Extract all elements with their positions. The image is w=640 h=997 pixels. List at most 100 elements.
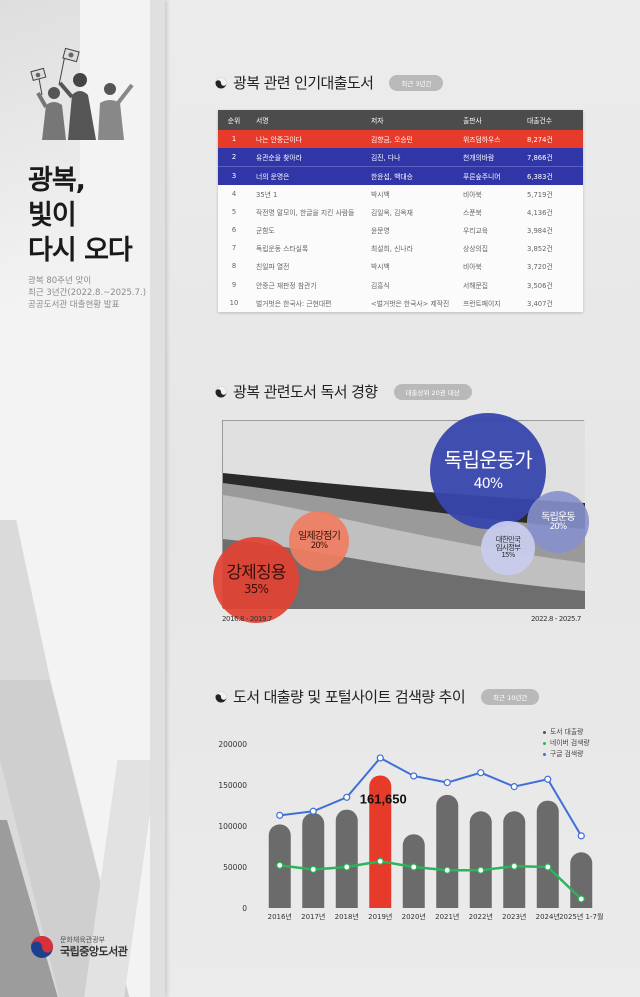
celebration-illustration: [30, 47, 134, 140]
data-point: [309, 807, 317, 815]
cell-rank: 1: [218, 130, 250, 149]
cell-rank: 8: [231, 262, 237, 271]
data-point: [577, 832, 585, 840]
cell-loans: 3,407건: [527, 299, 553, 308]
bubble-japanese-occupation: 일제강점기 20%: [289, 511, 349, 571]
table-row: 3 너의 운명은 한윤섭, 백대승 푸른숲주니어 6,383건: [218, 165, 583, 185]
cell-author: 김흥식: [371, 281, 390, 290]
data-point: [544, 775, 552, 783]
data-point: [510, 783, 518, 791]
cell-title: 작전명 말모이, 한글을 지킨 사람들: [256, 208, 355, 217]
cell-loans: 3,852건: [527, 245, 553, 254]
y-tick-label: 50000: [223, 863, 247, 872]
cell-author: 최설희, 신나라: [371, 245, 413, 254]
table-row: 2 유관순을 찾아라 김진, 다나 천개의바람 7,866건: [218, 148, 583, 167]
data-point: [477, 866, 485, 874]
cell-publisher: 천개의바람: [457, 148, 521, 167]
col-loans: 대출건수: [521, 110, 583, 130]
legend-item-google: 구글 검색량: [543, 749, 590, 760]
cell-loans: 6,383건: [521, 165, 583, 185]
data-point: [276, 811, 284, 819]
subtitle-line: 광복 80주년 맞이: [28, 276, 92, 286]
data-point: [410, 863, 418, 871]
y-tick-label: 100000: [218, 822, 247, 831]
ministry-name: 문화체육관광부: [60, 936, 106, 944]
data-point: [544, 863, 552, 871]
taegeuk-bullet-icon: [215, 386, 227, 397]
section-header-popular-books: 광복 관련 인기대출도서 최근 3년간: [215, 72, 444, 93]
cell-title: 친일파 열전: [256, 263, 290, 272]
title-line: 빛이: [28, 200, 77, 231]
x-tick-label: 2021년: [435, 912, 459, 921]
data-point: [376, 754, 384, 762]
bar-loans: [469, 811, 492, 908]
highlight-value-label: 161,650: [360, 791, 407, 806]
bar-loans: [536, 800, 559, 908]
cell-publisher: 프런트페이지: [463, 299, 501, 308]
data-point: [443, 778, 451, 787]
cell-publisher: 서해문집: [463, 281, 489, 290]
x-tick-label: 2016년: [268, 912, 292, 921]
cell-title: 35년 1: [256, 190, 278, 199]
x-tick-label: 2018년: [335, 912, 359, 921]
data-point: [343, 793, 351, 801]
data-point: [309, 865, 317, 874]
section-badge: 최근 3년간: [389, 74, 444, 91]
section-title: 광복 관련도서 독서 경향: [233, 383, 378, 401]
reading-trend-chart: 강제징용 35% 일제강점기 20% 독립운동가 40% 독립운동 20% 대한…: [213, 413, 589, 623]
table-row: 10 벌거벗은 한국사: 근현대편 <벌거벗은 한국사> 제작진 프런트페이지 3,40…: [218, 294, 583, 312]
x-tick-label: 2020년: [402, 912, 426, 921]
bubble-share: 20%: [549, 521, 567, 532]
cell-loans: 7,866건: [521, 148, 583, 167]
bubble-topic: 대한민국 임시정부: [495, 534, 521, 553]
cell-author: 윤문영: [371, 227, 390, 236]
x-tick-label: 2019년: [368, 912, 392, 921]
table-header-row: 순위 서명 저자 출판사 대출건수: [218, 110, 583, 130]
bar-loans: [302, 812, 325, 908]
data-point: [577, 895, 585, 903]
library-name: 국립중앙도서관: [60, 945, 128, 958]
bar-loans: [335, 809, 358, 908]
cell-loans: 3,506건: [527, 281, 553, 290]
poster-subtitle: 광복 80주년 맞이 최근 3년간(2022.8.~2025.7.) 공공도서관…: [28, 275, 146, 311]
data-point: [443, 866, 451, 874]
cell-rank: 9: [231, 280, 237, 289]
legend-item-loans: 도서 대출량: [543, 727, 590, 738]
x-tick-label: 2024년: [536, 912, 560, 921]
cell-title: 벌거벗은 한국사: 근현대편: [256, 299, 332, 308]
title-line: 광복,: [28, 165, 86, 196]
section-header-loans-search: 도서 대출량 및 포털사이트 검색량 추이 최근 10년간: [215, 686, 540, 707]
chart-legend: 도서 대출량 네이버 검색량 구글 검색량: [543, 727, 590, 760]
section-header-reading-trend: 광복 관련도서 독서 경향 대출상위 20권 대상: [215, 381, 472, 402]
bubble-independence-movement: 독립운동 20%: [527, 491, 589, 553]
cell-rank: 4: [231, 189, 237, 198]
cell-publisher: 스푼북: [463, 208, 482, 217]
bubble-forced-labor: 강제징용 35%: [213, 537, 299, 623]
bar-loans: [503, 811, 526, 908]
table-row: 4 35년 1 박시백 비아북 5,719건: [218, 185, 583, 203]
bubble-topic: 독립운동: [541, 511, 575, 523]
bar-loans: [369, 775, 392, 908]
x-tick-label: 2023년: [502, 912, 526, 921]
cell-loans: 3,720건: [527, 263, 553, 272]
cell-loans: 8,274건: [521, 130, 583, 149]
cell-rank: 5: [231, 207, 237, 216]
cell-title: 군함도: [256, 227, 275, 236]
cell-author: 김진, 다나: [365, 148, 457, 167]
cell-rank: 7: [231, 244, 237, 253]
subtitle-line: 최근 3년간(2022.8.~2025.7.): [28, 288, 147, 298]
col-title: 서명: [250, 110, 365, 130]
cell-rank: 2: [218, 148, 250, 167]
axis-label-start: 2016.8 - 2019.7: [222, 615, 272, 623]
data-point: [376, 857, 384, 865]
data-point: [410, 772, 418, 780]
bubble-topic: 강제징용: [226, 563, 286, 584]
x-tick-label: 2017년: [301, 912, 325, 921]
cell-publisher: 우리교육: [463, 227, 489, 236]
google-search-line: [279, 756, 583, 837]
table-row: 7 독립운동 스타실록 최설희, 신나라 상상의집 3,852건: [218, 239, 583, 257]
table-row: 5 작전명 말모이, 한글을 지킨 사람들 김일옥, 김옥재 스푼북 4,136건: [218, 203, 583, 221]
title-line: 다시 오다: [28, 235, 133, 266]
y-tick-label: 0: [242, 904, 247, 913]
cell-publisher: 상상의집: [463, 245, 489, 254]
